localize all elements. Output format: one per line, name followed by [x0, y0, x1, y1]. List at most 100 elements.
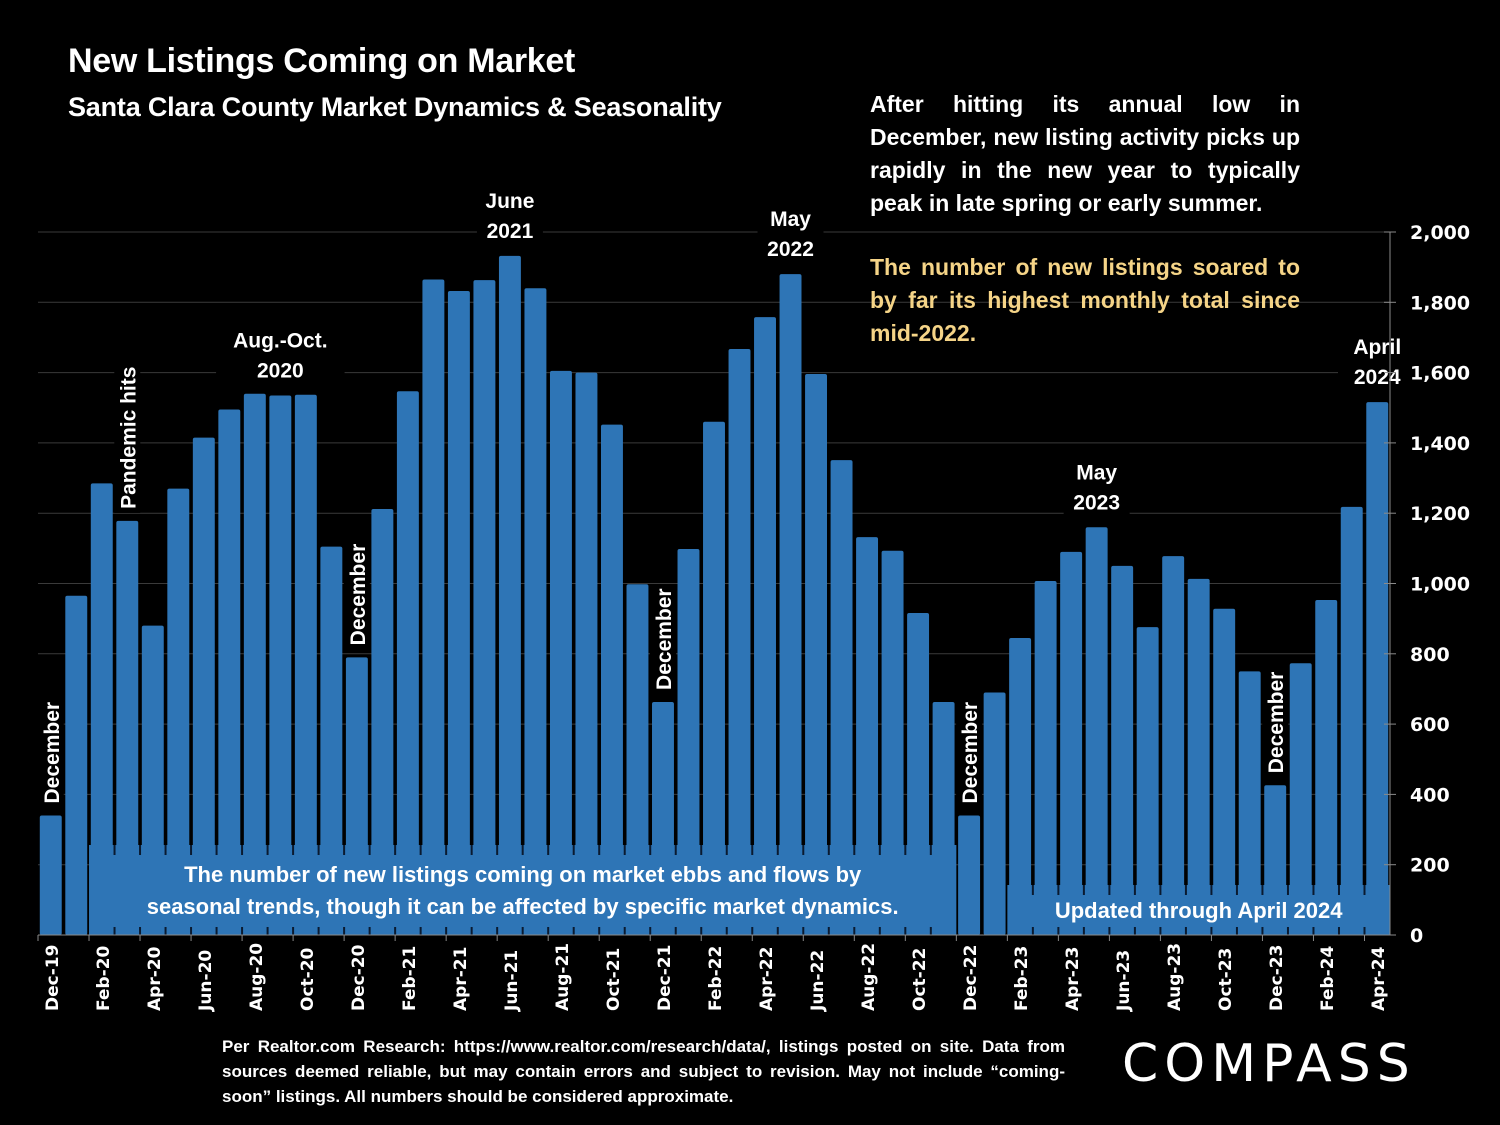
annotation-boxes: The number of new listings coming on mar…	[89, 845, 1390, 935]
x-tick-label: Apr-22	[757, 947, 777, 1011]
bar-sep-23	[1187, 578, 1210, 935]
bar-apr-21	[447, 291, 470, 935]
x-tick-label: Feb-23	[1012, 946, 1032, 1011]
bar-jul-23	[1136, 627, 1159, 935]
bar-jan-24	[1289, 663, 1312, 935]
annotation-box-text: seasonal trends, though it can be affect…	[147, 894, 899, 919]
annotation-backing	[1262, 674, 1289, 778]
annotation-backing	[649, 590, 676, 694]
annotation-box	[1007, 885, 1390, 935]
bars	[39, 255, 1389, 936]
annotation-label: June	[485, 190, 534, 213]
annotation-box-text: Updated through April 2024	[1055, 898, 1343, 923]
bar-oct-23	[1213, 608, 1236, 935]
bar-oct-21	[600, 424, 623, 935]
bar-mar-21	[422, 279, 445, 935]
x-tick-label: Jun-23	[1114, 950, 1134, 1012]
annotation-backing	[216, 323, 345, 388]
annotation-label: 2023	[1073, 491, 1120, 514]
bar-jun-22	[805, 374, 828, 936]
annotation-label: April	[1353, 336, 1401, 359]
bar-may-23	[1085, 527, 1108, 935]
bar-mar-24	[1340, 506, 1363, 935]
bar-sep-21	[575, 372, 598, 936]
bar-jun-23	[1111, 565, 1134, 935]
annotation-backing	[757, 202, 824, 267]
bar-feb-21	[396, 391, 419, 935]
chart-subtitle: Santa Clara County Market Dynamics & Sea…	[68, 92, 722, 122]
y-tick-label: 1,600	[1410, 363, 1470, 385]
annotation-label: December	[347, 544, 370, 646]
x-tick-label: Oct-22	[910, 948, 930, 1011]
annotation-label: 2024	[1354, 366, 1401, 389]
annotation-label: May	[1076, 461, 1117, 484]
x-tick-label: Dec-23	[1267, 945, 1287, 1011]
annotation-backing	[1337, 330, 1417, 395]
annotation-backing	[476, 183, 543, 248]
bar-may-21	[473, 280, 496, 935]
annotation-label: 2021	[487, 220, 534, 243]
annotations: December Pandemic hits Aug.-Oct. 2020 Decemb…	[37, 183, 1417, 808]
annotation-label: December	[41, 702, 64, 804]
x-tick-label: Aug-22	[859, 943, 879, 1011]
x-tick-label: Aug-20	[247, 943, 267, 1011]
x-tick-label: Feb-22	[706, 946, 726, 1011]
annotation-backing	[343, 546, 370, 650]
bar-jan-22	[677, 549, 700, 935]
annotation-backing	[114, 347, 141, 513]
x-tick-label: Feb-24	[1318, 945, 1338, 1011]
bar-feb-23	[1009, 637, 1032, 935]
x-axis: Dec-19 Feb-20 Apr-20 Jun-20 Aug-20 Oct-20 Dec-…	[37, 934, 1390, 1012]
y-tick-label: 400	[1410, 784, 1450, 806]
y-tick-label: 2,000	[1410, 222, 1470, 244]
bar-apr-24	[1366, 402, 1389, 936]
x-tick-label: Oct-20	[298, 947, 318, 1011]
annotation-backing	[37, 704, 64, 808]
bar-sep-22	[881, 550, 904, 935]
bar-may-22	[779, 274, 802, 935]
bar-aug-22	[856, 537, 879, 935]
bar-mar-22	[728, 349, 751, 935]
bar-jun-20	[192, 437, 215, 935]
bar-mar-20	[116, 520, 139, 935]
y-tick-label: 0	[1410, 925, 1423, 947]
bar-aug-21	[549, 370, 572, 935]
y-tick-label: 200	[1410, 855, 1450, 877]
annotation-label: 2020	[257, 359, 304, 382]
bar-aug-23	[1162, 556, 1185, 935]
bar-aug-20	[243, 393, 266, 935]
y-tick-label: 1,200	[1410, 503, 1470, 525]
x-tick-label: Jun-20	[196, 950, 216, 1012]
annotation-label: December	[1265, 672, 1288, 774]
x-tick-label: Apr-21	[451, 947, 471, 1011]
x-tick-label: Dec-20	[349, 944, 369, 1011]
annotation-label: Pandemic hits	[117, 367, 140, 509]
chart-title: New Listings Coming on Market	[68, 42, 576, 80]
x-tick-label: Apr-24	[1369, 946, 1389, 1011]
bar-feb-20	[90, 483, 113, 935]
bar-mar-23	[1034, 581, 1057, 935]
x-tick-label: Dec-22	[961, 945, 981, 1011]
bar-jan-20	[65, 595, 88, 935]
y-tick-label: 800	[1410, 644, 1450, 666]
y-axis: 0 200 400 600 800 1,000 1,200 1,400 1,600 1,800 2,…	[1384, 222, 1470, 947]
x-tick-label: Feb-20	[94, 945, 114, 1011]
annotation-label: 2022	[767, 238, 814, 261]
bar-jan-23	[983, 692, 1006, 935]
compass-logo: COMPASS	[1122, 1034, 1416, 1094]
x-tick-label: Oct-23	[1216, 948, 1236, 1011]
x-tick-label: Aug-23	[1165, 943, 1185, 1011]
x-tick-label: Feb-21	[400, 946, 420, 1011]
annotation-backing	[956, 704, 983, 808]
x-tick-label: Jun-22	[808, 950, 828, 1012]
x-tick-label: Dec-21	[655, 945, 675, 1011]
bar-apr-23	[1060, 551, 1083, 935]
annotation-label: Aug.-Oct.	[233, 329, 328, 352]
bar-jun-21	[498, 255, 521, 936]
x-tick-label: Aug-21	[553, 943, 573, 1011]
y-tick-label: 1,400	[1410, 433, 1470, 455]
bar-feb-24	[1315, 600, 1338, 935]
annotation-label: May	[770, 208, 811, 231]
source-footnote: Per Realtor.com Research: https://www.re…	[222, 1037, 1065, 1106]
